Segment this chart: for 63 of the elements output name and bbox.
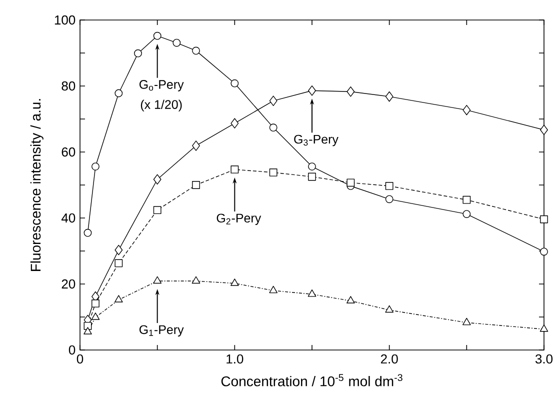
y-tick-label: 60 [62,147,76,157]
y-axis-title: Fluorescence intensity / a.u. [30,99,44,271]
point [114,244,123,256]
point [153,32,162,40]
point [84,228,92,237]
annotation: (x 1/20) [140,100,182,112]
point [153,206,162,214]
point [540,248,548,256]
point [134,49,142,58]
y-tick-label: 40 [61,213,76,223]
point [346,178,355,187]
point [153,174,162,185]
point [192,181,200,189]
point [462,104,471,116]
y-tick-label: 80 [62,81,76,91]
point [192,140,200,151]
point [269,168,278,176]
point [462,196,471,204]
annotation: G$_{1}$-Pery [139,325,184,337]
point [114,259,123,268]
point [308,85,316,96]
point [308,289,316,297]
point [92,162,100,170]
point [172,38,181,47]
point [540,215,548,224]
x-tick-label: 2.0 [380,354,398,364]
y-tick-label: 0 [68,345,76,355]
point [269,286,278,294]
point [230,278,239,286]
point [385,195,394,204]
point [114,89,123,98]
x-axis-title: Concentration / 10$^{-5}$ mol dm$^{-3}$ [221,374,402,386]
point [346,296,355,304]
point [92,300,100,308]
point [269,96,278,106]
point [385,91,394,102]
point [462,318,471,326]
y-tick-label: 100 [54,15,76,25]
point [308,162,316,170]
point [114,295,123,302]
y-tick-label: 20 [62,279,76,289]
annotation: G$_{o}$-Pery [139,80,184,92]
point [230,79,239,88]
point [269,124,278,132]
point [308,172,316,181]
point [192,46,200,55]
annotation: G$_{2}$-Pery [216,214,262,225]
point [385,305,394,313]
point [462,210,471,218]
point [385,182,394,190]
x-tick-label: 1.0 [226,354,244,364]
x-tick-label: 0 [76,354,84,364]
point [230,118,239,128]
point [346,86,355,97]
point [84,327,92,334]
point [230,166,239,174]
x-tick-label: 3.0 [535,354,553,364]
point [540,324,548,332]
point [192,276,200,284]
point [540,124,548,136]
annotation: G$_{3}$-Pery [294,134,338,146]
point [91,312,100,320]
point [153,276,162,284]
